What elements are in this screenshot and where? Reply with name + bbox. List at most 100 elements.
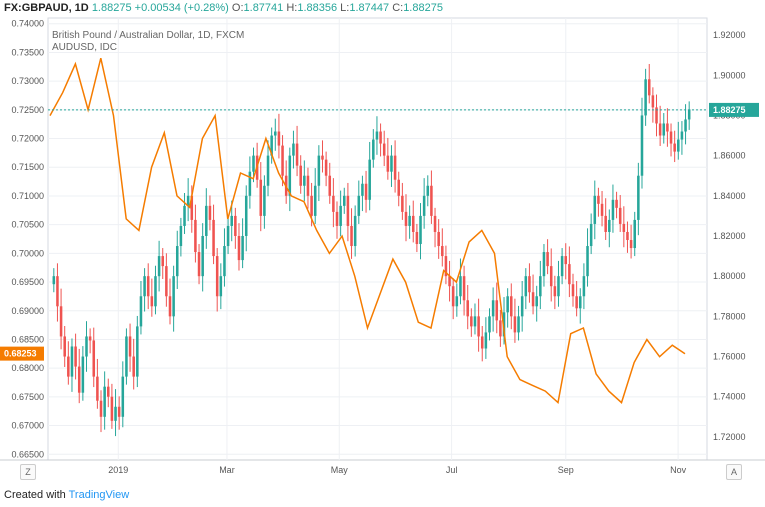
- candle-body: [404, 211, 408, 226]
- candle-body: [647, 79, 651, 96]
- candle-body: [183, 205, 186, 226]
- candle-body: [324, 159, 328, 176]
- candle-body: [662, 123, 666, 136]
- candle-body: [128, 336, 132, 357]
- candle-body: [194, 219, 197, 253]
- candle-body: [70, 346, 74, 377]
- symbol-header: FX:GBPAUD, 1D 1.88275 +0.00534 (+0.28%) …: [4, 2, 443, 14]
- candle-body: [430, 185, 433, 216]
- tradingview-logo[interactable]: TradingView: [68, 489, 130, 501]
- candle-body: [451, 286, 455, 307]
- candle-body: [154, 276, 157, 307]
- candle-body: [92, 340, 96, 377]
- candle-body: [473, 316, 477, 327]
- candle-body: [600, 203, 604, 216]
- candle-body: [575, 296, 578, 309]
- candle-body: [63, 336, 66, 357]
- candle-body: [488, 316, 491, 333]
- candle-body: [215, 256, 219, 297]
- left-axis-tick-label: 0.71000: [11, 191, 44, 201]
- candle-body: [466, 300, 469, 317]
- candle-body: [510, 296, 513, 317]
- created-with-label: Created with: [4, 489, 66, 501]
- right-axis-tick-label: 1.82000: [713, 231, 746, 241]
- candle-body: [346, 195, 350, 226]
- candle-body: [626, 231, 629, 241]
- left-axis-tick-label: 0.70000: [11, 248, 44, 258]
- low-label: L:: [340, 2, 350, 14]
- candle-body: [618, 207, 622, 224]
- candle-body: [462, 276, 466, 301]
- candle-body: [578, 296, 582, 309]
- high-label: H:: [286, 2, 298, 14]
- left-axis-tick-label: 0.66500: [11, 449, 44, 459]
- right-axis-tick-label: 1.90000: [713, 70, 746, 80]
- candle-body: [114, 406, 117, 421]
- candle-body: [197, 252, 201, 277]
- candle-body: [219, 276, 223, 297]
- symbol-label[interactable]: FX:GBPAUD, 1D: [4, 2, 89, 14]
- candle-body: [539, 276, 542, 297]
- candle-body: [372, 139, 375, 160]
- candle-body: [201, 235, 204, 277]
- candle-body: [357, 195, 361, 216]
- left-axis-tick-label: 0.72500: [11, 105, 44, 115]
- candle-body: [179, 225, 183, 247]
- candle-body: [321, 155, 324, 160]
- zoom-button[interactable]: Z: [20, 464, 36, 480]
- time-axis-label: Jul: [446, 465, 458, 475]
- candle-body: [205, 205, 208, 236]
- candle-body: [375, 131, 379, 140]
- left-axis-tick-label: 0.67500: [11, 392, 44, 402]
- candle-body: [353, 215, 357, 247]
- candle-body: [397, 179, 401, 196]
- candle-body: [252, 155, 255, 172]
- candle-body: [484, 332, 488, 349]
- candle-body: [107, 386, 110, 397]
- left-axis-tick-label: 0.67000: [11, 421, 44, 431]
- footer: Created with TradingView: [4, 489, 129, 501]
- candle-body: [422, 195, 426, 216]
- auto-scale-button[interactable]: A: [726, 464, 742, 480]
- left-axis-tick-label: 0.70500: [11, 220, 44, 230]
- candle-body: [234, 215, 237, 236]
- candle-body: [339, 205, 342, 226]
- candle-body: [673, 143, 676, 152]
- left-axis-tick-label: 0.74000: [11, 19, 44, 29]
- left-axis-tick-label: 0.68000: [11, 363, 44, 373]
- right-axis-tick-label: 1.84000: [713, 191, 746, 201]
- candle-body: [589, 223, 593, 247]
- candle-body: [524, 276, 528, 297]
- candle-body: [390, 155, 393, 172]
- audusd-price-tag-label: 0.68253: [4, 349, 37, 359]
- candle-body: [560, 256, 564, 277]
- candle-body: [150, 296, 154, 307]
- right-axis-tick-label: 1.92000: [713, 30, 746, 40]
- candle-body: [477, 316, 480, 337]
- candle-body: [415, 231, 419, 245]
- candle-body: [274, 131, 277, 136]
- candle-body: [520, 296, 524, 317]
- candle-body: [306, 175, 310, 196]
- left-axis-tick-label: 0.73000: [11, 76, 44, 86]
- candle-body: [495, 300, 499, 321]
- candle-body: [549, 266, 553, 287]
- candle-body: [212, 219, 215, 257]
- candle-body: [640, 115, 644, 176]
- candle-body: [564, 256, 568, 265]
- candle-body: [597, 195, 600, 204]
- candle-body: [168, 296, 172, 317]
- candle-body: [146, 276, 150, 297]
- candle-body: [455, 296, 459, 307]
- candle-body: [259, 179, 263, 216]
- candle-body: [480, 336, 484, 349]
- candle-body: [426, 185, 430, 196]
- candle-body: [593, 195, 597, 224]
- candle-body: [513, 316, 517, 333]
- candle-body: [677, 139, 680, 152]
- candle-body: [582, 276, 586, 297]
- candle-body: [629, 240, 633, 249]
- audusd-line: [49, 58, 686, 405]
- candle-body: [655, 107, 658, 124]
